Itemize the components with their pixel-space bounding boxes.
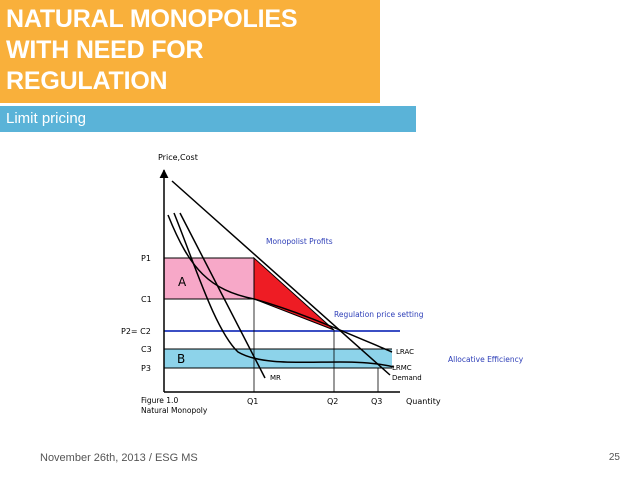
tick-c3: C3: [141, 345, 152, 354]
title-banner: NATURAL MONOPOLIES WITH NEED FOR REGULAT…: [0, 0, 380, 103]
subtitle-text: Limit pricing: [6, 110, 87, 127]
allocative-efficiency-annotation: Allocative Efficiency: [448, 355, 524, 364]
lrmc-label: LRMC: [392, 364, 412, 372]
monopolist-profit-triangle: [253, 256, 335, 331]
subtitle-bar: Limit pricing: [0, 106, 416, 132]
lrac-label: LRAC: [396, 348, 414, 356]
footer-text: November 26th, 2013 / ESG MS: [40, 452, 198, 464]
tick-p3: P3: [141, 364, 151, 373]
region-b-label: B: [177, 352, 185, 366]
figure-caption-line-2: Natural Monopoly: [141, 406, 208, 415]
mr-curve: [179, 212, 266, 379]
region-a-label: A: [178, 275, 187, 289]
tick-q2: Q2: [327, 397, 338, 406]
tick-p1: P1: [141, 254, 151, 263]
demand-label: Demand: [392, 374, 422, 382]
tick-p2-c2: P2= C2: [121, 327, 151, 336]
tick-q3: Q3: [371, 397, 382, 406]
title-line-3: REGULATION: [6, 67, 168, 95]
region-a-fill: [164, 258, 254, 299]
monopolist-profits-annotation: Monopolist Profits: [266, 237, 333, 246]
tick-q1: Q1: [247, 397, 258, 406]
demand-curve: [171, 180, 391, 376]
region-b-fill: [164, 349, 392, 368]
figure-caption-line-1: Figure 1.0: [141, 396, 178, 405]
x-axis-label: Quantity: [406, 397, 441, 406]
lrac-curve: [167, 214, 393, 353]
mr-label: MR: [270, 374, 281, 382]
title-line-2: WITH NEED FOR: [6, 36, 204, 64]
regulation-price-annotation: Regulation price setting: [334, 310, 424, 319]
title-line-1: NATURAL MONOPOLIES: [6, 5, 298, 33]
tick-c1: C1: [141, 295, 152, 304]
y-axis-label: Price,Cost: [158, 153, 198, 162]
page-number: 25: [608, 452, 620, 463]
lrmc-curve: [173, 212, 395, 368]
